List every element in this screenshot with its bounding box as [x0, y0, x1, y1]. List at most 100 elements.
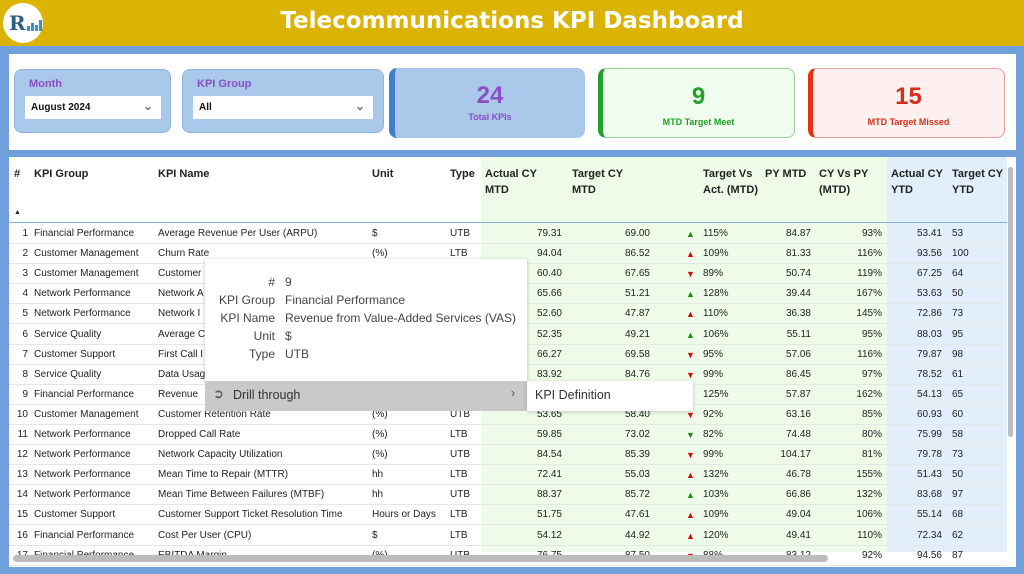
cell-cvp: 95% — [861, 328, 882, 340]
cell-tva: 132% — [703, 469, 729, 481]
cell-name: Data Usag — [158, 368, 206, 380]
cell-unit: hh — [372, 489, 384, 501]
mtd-target-meet-label: MTD Target Meet — [662, 117, 735, 127]
month-label: Month — [29, 78, 62, 90]
cell-tytd: 95 — [952, 328, 964, 340]
cell-name: Customer Support Ticket Resolution Time — [158, 509, 343, 521]
cell-tva: 103% — [703, 489, 729, 501]
arrow-up-icon: ▲ — [686, 329, 695, 340]
company-logo: R — [3, 3, 43, 43]
cell-group: Customer Management — [34, 268, 139, 280]
arrow-up-icon: ▲ — [686, 229, 695, 239]
header-bar: R Telecommunications KPI Dashboard — [0, 0, 1024, 46]
cell-tgt: 51.21 — [624, 288, 650, 300]
kpi-definition-menu-item[interactable]: KPI Definition — [527, 381, 693, 411]
table-row[interactable]: 10 Customer Management Customer Retention … — [9, 405, 1007, 425]
cell-aytd: 54.13 — [916, 388, 942, 400]
cell-aytd: 53.41 — [916, 228, 942, 239]
column-header[interactable]: Target Vs Act. (MTD) — [703, 168, 758, 196]
cell-aytd: 55.14 — [916, 509, 942, 521]
cell-tva: 99% — [703, 368, 724, 380]
sort-ascending-icon[interactable]: ▲ — [14, 209, 21, 216]
cell-act: 59.85 — [536, 429, 562, 440]
cell-py: 50.74 — [785, 268, 811, 280]
cell-tytd: 68 — [952, 509, 964, 521]
cell-group: Customer Management — [34, 248, 139, 260]
table-row[interactable]: 1 Financial Performance Average Revenue Pe… — [9, 224, 1007, 244]
column-header[interactable]: Target CY YTD — [952, 168, 1003, 196]
mtd-target-meet-card: 9 MTD Target Meet — [598, 68, 795, 138]
cell-cvp: 167% — [856, 288, 882, 300]
drill-through-menu-item[interactable]: ➲ Drill through › — [205, 381, 527, 411]
cell-cvp: 92% — [861, 549, 882, 561]
table-row[interactable]: 12 Network Performance Network Capacity Ut… — [9, 445, 1007, 466]
column-header[interactable]: KPI Name — [158, 168, 210, 180]
cell-tva: 128% — [703, 288, 729, 300]
cell-n: 13 — [16, 469, 28, 481]
total-kpis-label: Total KPIs — [468, 112, 512, 122]
month-dropdown[interactable]: August 2024 ⌄ — [25, 96, 161, 119]
cell-name: Churn Rate — [158, 248, 210, 260]
column-header[interactable]: KPI Group — [34, 168, 89, 180]
cell-tgt: 85.72 — [624, 489, 650, 501]
table-row[interactable]: 11 Network Performance Dropped Call Rate (%… — [9, 425, 1007, 445]
cell-n: 3 — [22, 268, 28, 280]
table-row[interactable]: 14 Network Performance Mean Time Between F… — [9, 485, 1007, 506]
cell-py: 49.04 — [785, 509, 811, 521]
column-header[interactable]: Type — [450, 168, 475, 180]
drill-through-icon: ➲ — [213, 386, 224, 401]
cell-n: 10 — [16, 408, 28, 420]
cell-aytd: 79.78 — [916, 449, 942, 461]
cell-tva: 125% — [703, 388, 729, 400]
cell-group: Customer Support — [34, 509, 116, 521]
tooltip-value: 9 — [285, 275, 292, 289]
cell-cvp: 119% — [857, 268, 882, 280]
cell-tva: 99% — [703, 449, 724, 461]
arrow-down-icon: ▼ — [686, 369, 695, 380]
cell-n: 4 — [22, 288, 28, 300]
column-header[interactable]: Actual CY YTD — [891, 168, 943, 196]
kpi-group-dropdown[interactable]: All ⌄ — [193, 96, 373, 119]
kpi-group-slicer: KPI Group All ⌄ — [182, 69, 384, 133]
cell-tgt: 67.65 — [624, 268, 650, 280]
cell-aytd: 75.99 — [916, 429, 942, 440]
cell-cvp: 132% — [856, 489, 882, 501]
column-header[interactable]: CY Vs PY (MTD) — [819, 168, 869, 196]
cell-py: 84.87 — [785, 228, 811, 239]
column-header[interactable]: Unit — [372, 168, 394, 180]
vertical-scrollbar[interactable] — [1008, 167, 1013, 437]
column-header[interactable]: # — [14, 168, 21, 180]
cell-act: 88.37 — [536, 489, 562, 501]
tooltip-key: # — [268, 275, 275, 289]
cell-tytd: 50 — [952, 288, 964, 300]
drill-through-label: Drill through — [233, 388, 301, 402]
cell-tva: 95% — [703, 348, 724, 360]
cell-name: Mean Time Between Failures (MTBF) — [158, 489, 325, 501]
horizontal-scrollbar[interactable] — [13, 555, 828, 562]
table-row[interactable]: 15 Customer Support Customer Support Ticke… — [9, 505, 1007, 526]
cell-act: 54.12 — [536, 529, 562, 541]
arrow-up-icon: ▲ — [686, 309, 695, 320]
cell-act: 83.92 — [536, 368, 562, 380]
cell-tva: 92% — [703, 408, 724, 420]
cell-tva: 109% — [703, 509, 729, 521]
table-row[interactable]: 16 Financial Performance Cost Per User (CP… — [9, 526, 1007, 546]
cell-act: 65.66 — [536, 288, 562, 300]
cell-group: Financial Performance — [34, 228, 135, 239]
cell-tgt: 85.39 — [624, 449, 650, 461]
cell-group: Network Performance — [34, 308, 131, 320]
table-row[interactable]: 13 Network Performance Mean Time to Repair… — [9, 465, 1007, 486]
cell-name: Mean Time to Repair (MTTR) — [158, 469, 289, 481]
cell-group: Network Performance — [34, 449, 131, 461]
cell-aytd: 53.63 — [916, 288, 942, 300]
mtd-target-meet-value: 9 — [691, 83, 706, 110]
cell-group: Network Performance — [34, 288, 131, 300]
cell-act: 53.65 — [536, 408, 562, 420]
column-header[interactable]: Actual CY MTD — [485, 168, 537, 196]
cell-cvp: 110% — [857, 529, 882, 541]
column-header[interactable]: Target CY MTD — [572, 168, 623, 196]
cell-act: 52.60 — [536, 308, 562, 320]
column-header[interactable]: PY MTD — [765, 168, 807, 180]
cell-type: UTB — [450, 228, 470, 239]
cell-aytd: 72.86 — [916, 308, 942, 320]
